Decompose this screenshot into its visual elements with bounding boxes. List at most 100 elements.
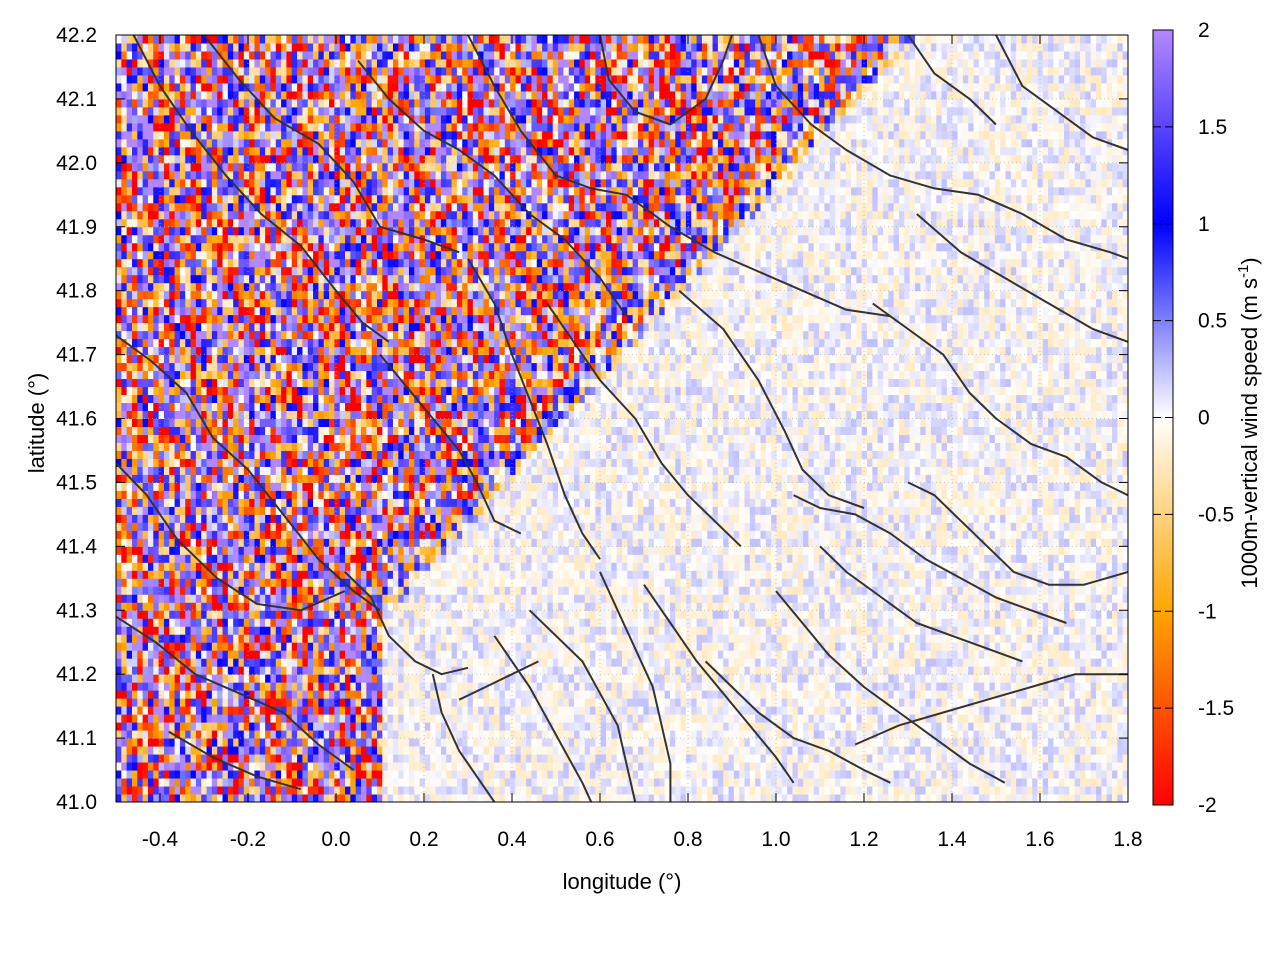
- heatmap-cell: [1058, 602, 1065, 611]
- heatmap-cell: [760, 786, 767, 795]
- heatmap-cell: [659, 730, 666, 739]
- heatmap-cell: [771, 754, 777, 763]
- heatmap-cell: [131, 618, 138, 627]
- heatmap-cell: [536, 650, 543, 659]
- heatmap-cell: [994, 674, 1001, 683]
- heatmap-cell: [398, 594, 405, 603]
- heatmap-cell: [1058, 730, 1065, 739]
- heatmap-cell: [467, 658, 474, 667]
- heatmap-cell: [643, 778, 650, 787]
- heatmap-cell: [984, 714, 991, 723]
- heatmap-cell: [462, 794, 469, 802]
- heatmap-cell: [1042, 594, 1049, 603]
- heatmap-cell: [568, 770, 575, 779]
- heatmap-cell: [201, 602, 208, 611]
- heatmap-cell: [1122, 602, 1128, 611]
- heatmap-cell: [1048, 762, 1054, 771]
- heatmap-cell: [350, 754, 357, 763]
- heatmap-cell: [675, 714, 682, 723]
- heatmap-cell: [1016, 770, 1022, 779]
- heatmap-cell: [579, 666, 586, 675]
- heatmap-cell: [355, 682, 362, 691]
- heatmap-cell: [163, 770, 170, 779]
- heatmap-cell: [962, 642, 969, 651]
- heatmap-cell: [142, 722, 149, 731]
- heatmap-cell: [467, 602, 474, 611]
- heatmap-cell: [606, 682, 612, 691]
- heatmap-cell: [845, 674, 852, 683]
- heatmap-cell: [707, 714, 714, 723]
- heatmap-cell: [291, 594, 298, 603]
- heatmap-cell: [163, 674, 170, 683]
- heatmap-cell: [749, 594, 756, 603]
- heatmap-cell: [472, 602, 479, 611]
- heatmap-cell: [771, 714, 777, 723]
- heatmap-cell: [685, 722, 692, 731]
- heatmap-cell: [712, 594, 719, 603]
- heatmap-cell: [1016, 722, 1022, 731]
- heatmap-cell: [872, 610, 879, 619]
- heatmap-cell: [297, 770, 303, 779]
- heatmap-cell: [339, 754, 346, 763]
- heatmap-cell: [526, 594, 532, 603]
- heatmap-cell: [323, 642, 330, 651]
- heatmap-cell: [696, 618, 703, 627]
- heatmap-cell: [1021, 642, 1028, 651]
- heatmap-cell: [712, 722, 719, 731]
- heatmap-cell: [462, 682, 469, 691]
- heatmap-cell: [1010, 754, 1017, 763]
- heatmap-cell: [595, 626, 602, 635]
- heatmap-cell: [611, 746, 618, 755]
- heatmap-cell: [712, 730, 719, 739]
- heatmap-cell: [169, 690, 176, 699]
- heatmap-cell: [361, 626, 367, 635]
- heatmap-cell: [1005, 778, 1012, 787]
- heatmap-cell: [616, 626, 623, 635]
- heatmap-cell: [574, 778, 580, 787]
- heatmap-cell: [334, 706, 341, 715]
- heatmap-cell: [659, 610, 666, 619]
- heatmap-cell: [622, 794, 628, 802]
- heatmap-cell: [765, 770, 772, 779]
- heatmap-cell: [440, 610, 447, 619]
- heatmap-cell: [233, 642, 240, 651]
- heatmap-cell: [1106, 722, 1113, 731]
- heatmap-cell: [190, 594, 197, 603]
- heatmap-cell: [835, 770, 841, 779]
- heatmap-cell: [435, 626, 442, 635]
- heatmap-cell: [643, 706, 650, 715]
- heatmap-cell: [675, 738, 682, 747]
- heatmap-cell: [488, 730, 495, 739]
- heatmap-cell: [1048, 650, 1054, 659]
- heatmap-cell: [131, 706, 138, 715]
- heatmap-cell: [419, 698, 426, 707]
- heatmap-cell: [622, 730, 628, 739]
- heatmap-cell: [270, 786, 277, 795]
- heatmap-cell: [329, 730, 335, 739]
- heatmap-cell: [851, 618, 857, 627]
- heatmap-cell: [813, 626, 820, 635]
- heatmap-cell: [1085, 618, 1092, 627]
- heatmap-cell: [440, 746, 447, 755]
- heatmap-cell: [851, 722, 857, 731]
- heatmap-cell: [749, 698, 756, 707]
- heatmap-cell: [824, 778, 831, 787]
- heatmap-cell: [456, 722, 463, 731]
- heatmap-cell: [680, 682, 687, 691]
- heatmap-cell: [579, 626, 586, 635]
- heatmap-cell: [893, 682, 900, 691]
- heatmap-cell: [968, 674, 975, 683]
- heatmap-cell: [957, 714, 964, 723]
- heatmap-cell: [158, 794, 165, 802]
- heatmap-cell: [882, 602, 889, 611]
- heatmap-cell: [669, 770, 676, 779]
- heatmap-cell: [206, 666, 213, 675]
- heatmap-cell: [361, 778, 367, 787]
- heatmap-cell: [829, 762, 836, 771]
- heatmap-cell: [952, 674, 959, 683]
- heatmap-cell: [323, 730, 330, 739]
- heatmap-cell: [217, 754, 224, 763]
- heatmap-cell: [1021, 730, 1028, 739]
- heatmap-cell: [334, 626, 341, 635]
- heatmap-cell: [494, 746, 500, 755]
